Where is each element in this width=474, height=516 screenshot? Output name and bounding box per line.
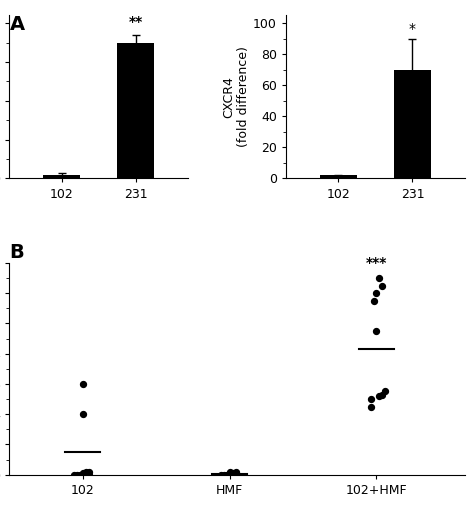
Point bbox=[229, 469, 237, 477]
Point bbox=[379, 281, 386, 289]
Point bbox=[79, 469, 87, 477]
Point bbox=[379, 391, 386, 399]
Point bbox=[232, 471, 239, 479]
Point bbox=[79, 380, 87, 388]
Point bbox=[375, 392, 383, 400]
Text: *: * bbox=[409, 22, 416, 36]
Point bbox=[373, 327, 380, 335]
Point bbox=[85, 467, 92, 476]
Point bbox=[79, 471, 87, 479]
Bar bbox=[43, 174, 80, 179]
Point bbox=[70, 471, 78, 479]
Point bbox=[373, 289, 380, 297]
Point bbox=[220, 471, 228, 479]
Bar bbox=[319, 175, 357, 179]
Point bbox=[76, 471, 84, 479]
Bar bbox=[117, 43, 155, 179]
Point bbox=[382, 388, 389, 396]
Point bbox=[85, 471, 92, 479]
Point bbox=[370, 297, 377, 305]
Point bbox=[229, 471, 237, 479]
Point bbox=[367, 402, 374, 411]
Point bbox=[226, 471, 234, 479]
Point bbox=[79, 410, 87, 418]
Bar bbox=[394, 70, 431, 179]
Text: ***: *** bbox=[366, 256, 387, 270]
Point bbox=[217, 471, 225, 479]
Y-axis label: CXCR4
(fold difference): CXCR4 (fold difference) bbox=[222, 46, 250, 148]
Point bbox=[232, 469, 239, 477]
Point bbox=[73, 471, 81, 479]
Point bbox=[367, 395, 374, 403]
Text: **: ** bbox=[129, 15, 143, 29]
Text: B: B bbox=[9, 243, 24, 262]
Point bbox=[82, 469, 90, 477]
Point bbox=[82, 471, 90, 479]
Point bbox=[375, 274, 383, 282]
Point bbox=[226, 467, 234, 476]
Text: A: A bbox=[9, 15, 25, 35]
Point bbox=[223, 471, 230, 479]
Point bbox=[223, 471, 230, 479]
